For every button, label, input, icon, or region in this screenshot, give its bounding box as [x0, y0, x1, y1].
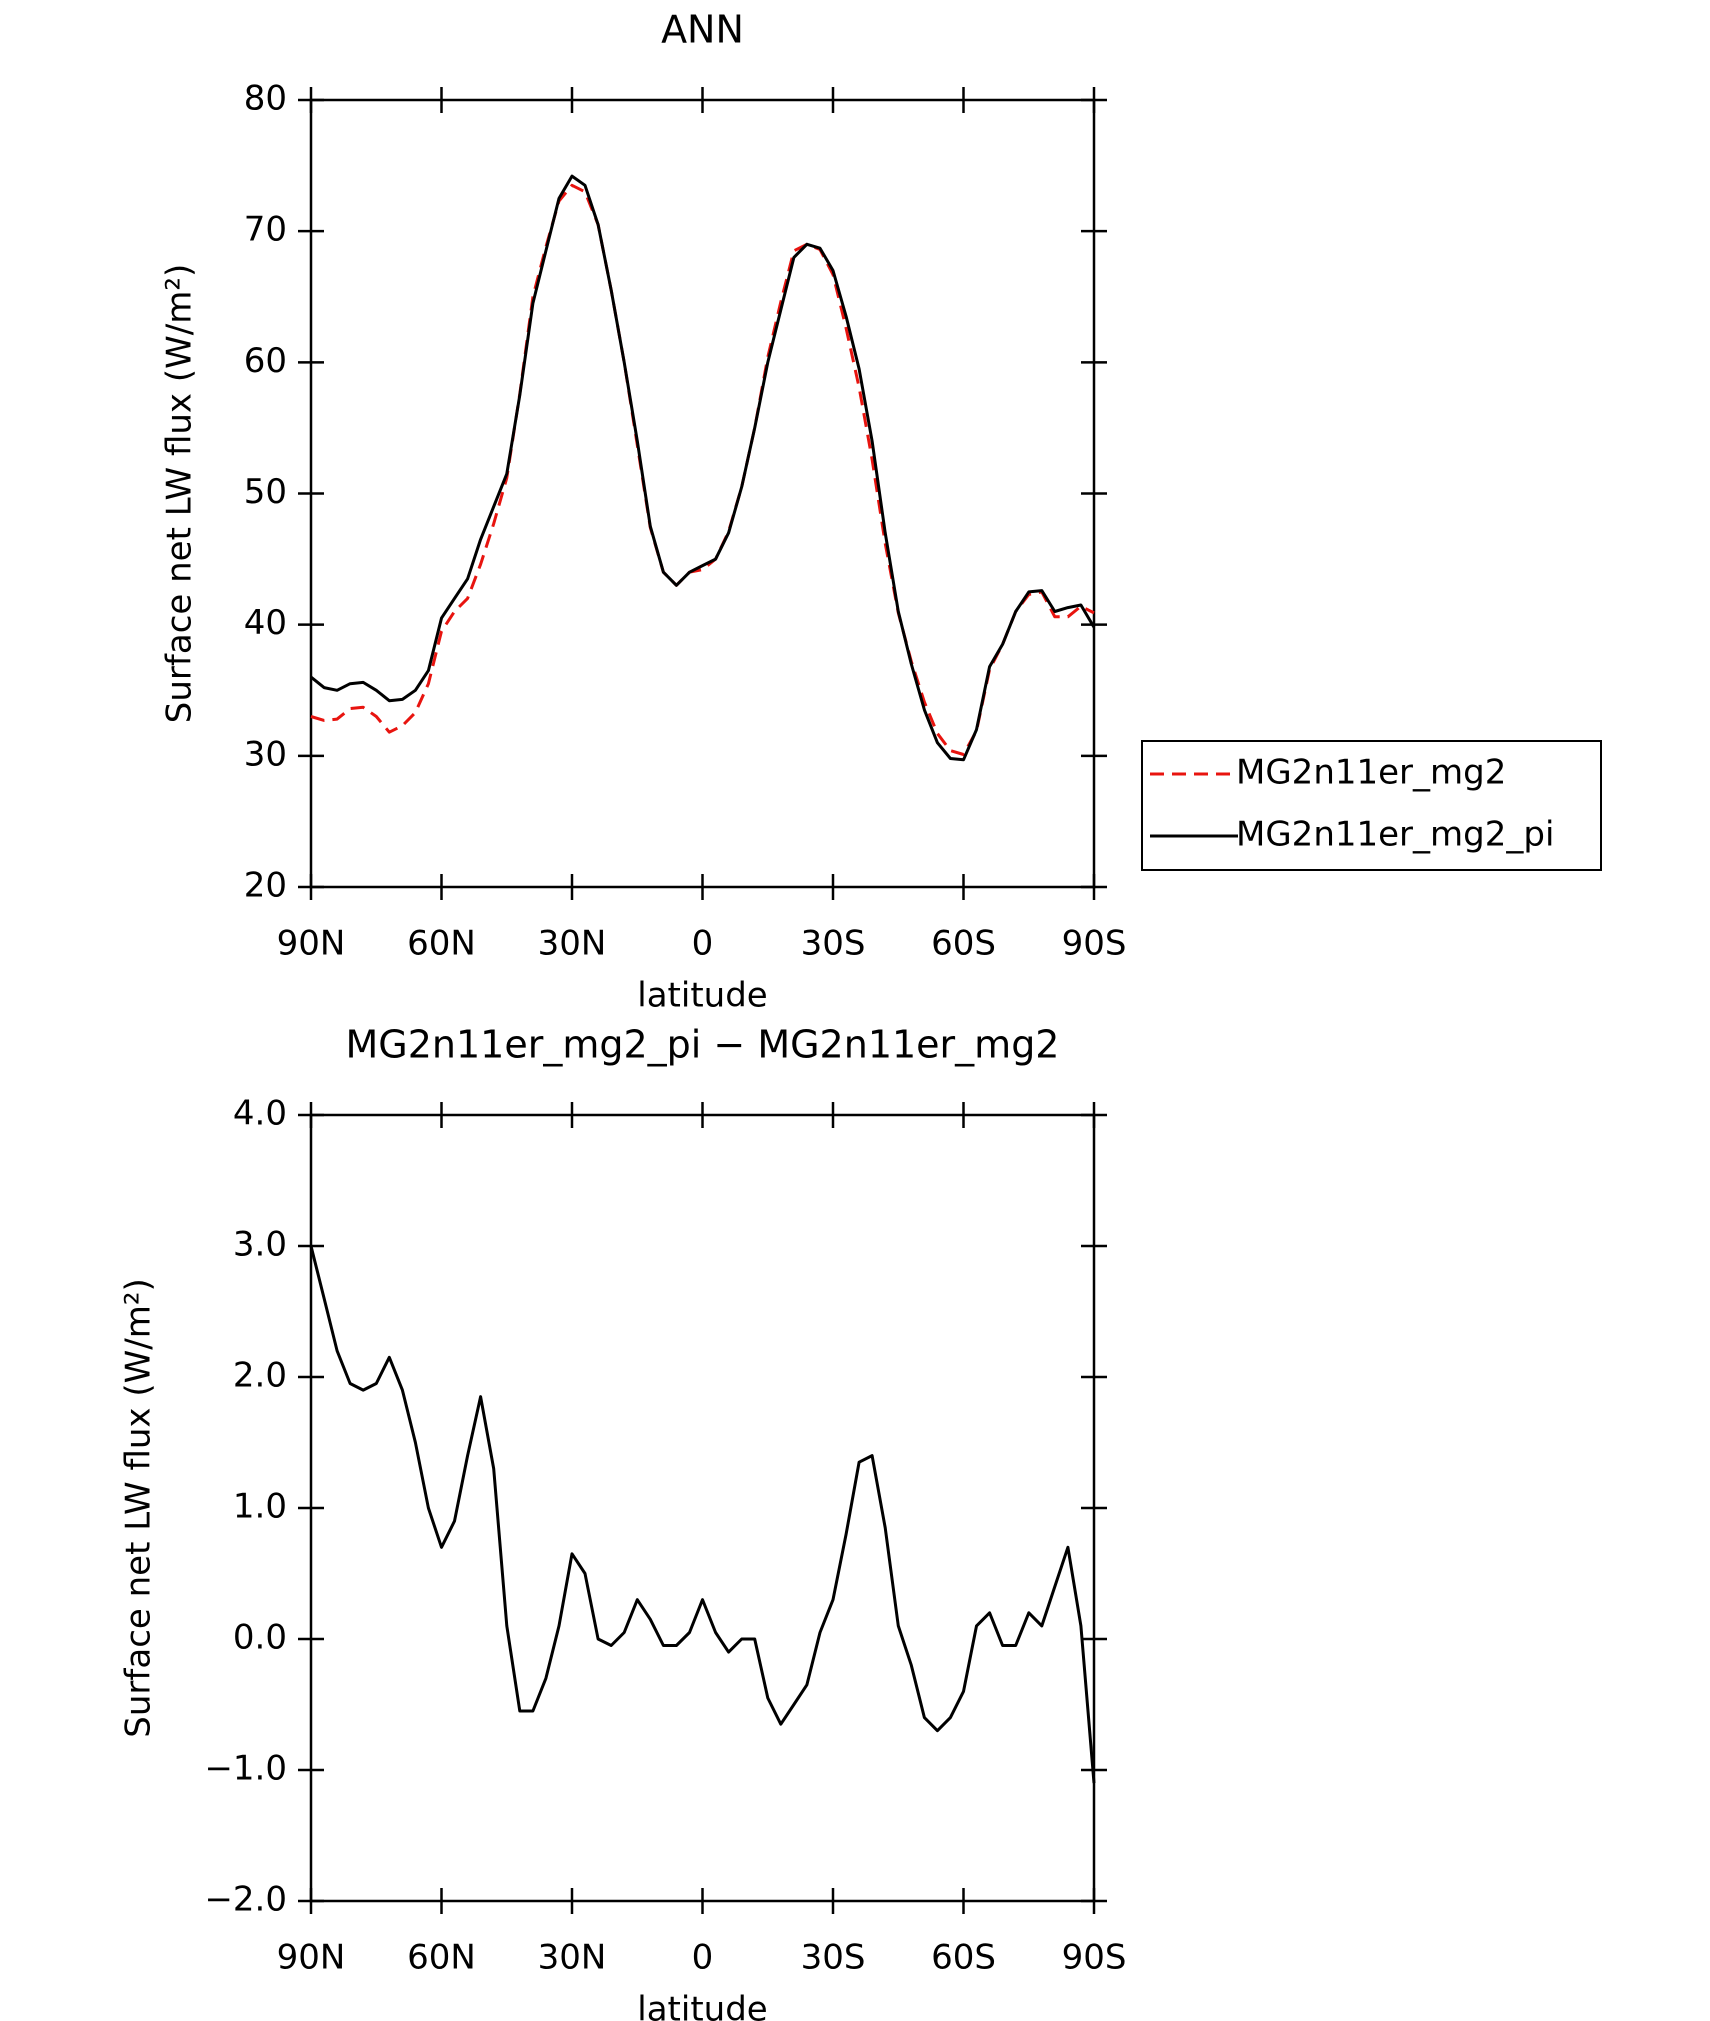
- x-tick-label: 90N: [277, 1938, 346, 1978]
- y-tick-label: 0.0: [233, 1618, 287, 1658]
- y-tick-label: 2.0: [233, 1356, 287, 1396]
- x-tick-label: 0: [692, 1938, 714, 1978]
- y-tick-label: 80: [244, 79, 287, 119]
- y-tick-label: 20: [244, 866, 287, 906]
- y-tick-label: 3.0: [233, 1225, 287, 1265]
- x-tick-label: 60N: [407, 1938, 476, 1978]
- x-tick-label: 90N: [277, 924, 346, 964]
- x-axis-label: latitude: [637, 976, 767, 1016]
- y-tick-label: 4.0: [233, 1094, 287, 1134]
- plot-frame: [309, 1113, 1096, 1903]
- x-axis-label: latitude: [637, 1990, 767, 2021]
- x-tick-label: 90S: [1062, 924, 1127, 964]
- x-tick-label: 30N: [538, 924, 607, 964]
- x-tick-label: 60N: [407, 924, 476, 964]
- y-tick-label: 30: [244, 734, 287, 774]
- y-tick-label: 1.0: [233, 1487, 287, 1527]
- chart-title: ANN: [661, 8, 744, 52]
- y-tick-label: 50: [244, 472, 287, 512]
- x-tick-label: 90S: [1062, 1938, 1127, 1978]
- y-axis-label: Surface net LW flux (W/m²): [119, 1278, 159, 1737]
- data-line: [310, 174, 1096, 762]
- legend-label: MG2n11er_mg2_pi: [1236, 815, 1554, 855]
- x-tick-label: 30S: [801, 924, 866, 964]
- y-tick-label: 60: [244, 341, 287, 381]
- data-line: [310, 183, 1095, 756]
- y-tick-label: −2.0: [204, 1880, 287, 1920]
- legend-label: MG2n11er_mg2: [1236, 753, 1506, 793]
- legend-box: [1141, 740, 1602, 871]
- x-tick-label: 60S: [931, 1938, 996, 1978]
- plot-frame: [309, 98, 1096, 889]
- y-tick-label: −1.0: [204, 1749, 287, 1789]
- x-tick-label: 60S: [931, 924, 996, 964]
- data-line: [309, 1245, 1096, 1784]
- x-tick-label: 30N: [538, 1938, 607, 1978]
- y-axis-label: Surface net LW flux (W/m²): [160, 264, 200, 723]
- x-tick-label: 0: [692, 924, 714, 964]
- y-tick-label: 40: [244, 603, 287, 643]
- x-tick-label: 30S: [801, 1938, 866, 1978]
- y-tick-label: 70: [244, 210, 287, 250]
- chart-title: MG2n11er_mg2_pi − MG2n11er_mg2: [345, 1023, 1059, 1067]
